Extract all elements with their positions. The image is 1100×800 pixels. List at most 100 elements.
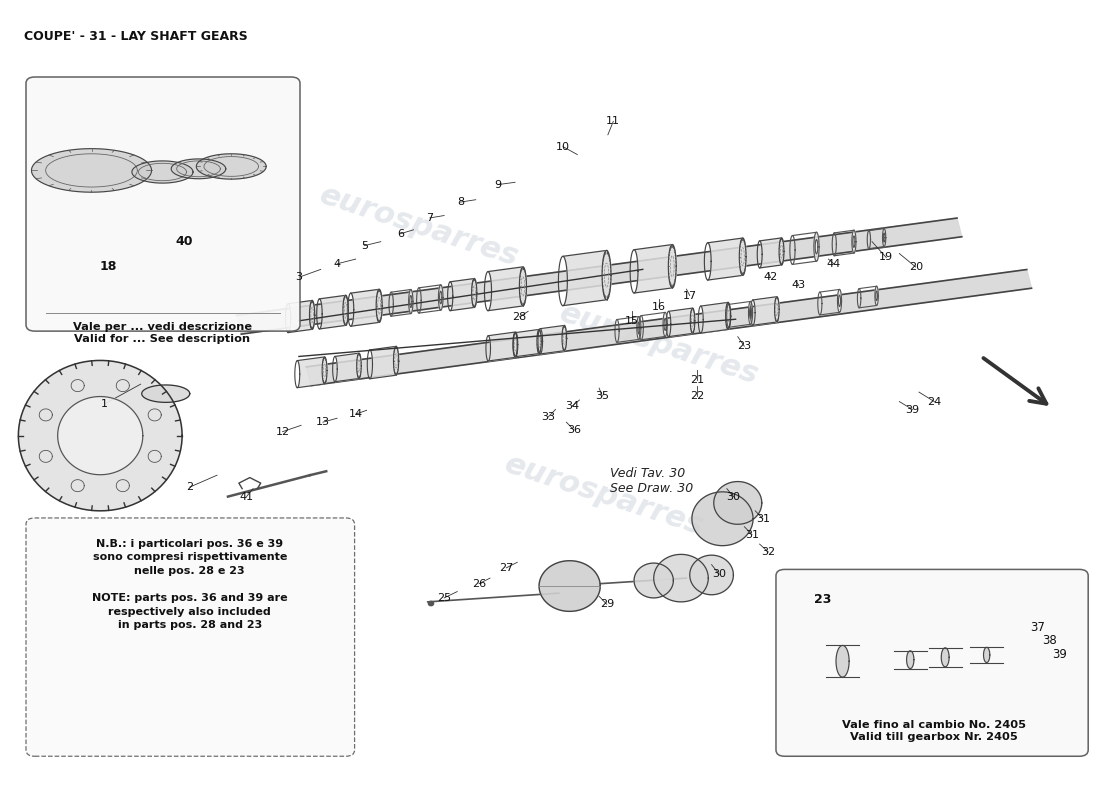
Text: 14: 14: [349, 410, 363, 419]
Polygon shape: [634, 245, 676, 293]
Polygon shape: [288, 301, 315, 333]
Text: 10: 10: [557, 142, 570, 152]
Polygon shape: [942, 648, 949, 666]
Text: 30: 30: [712, 569, 726, 579]
Text: 43: 43: [792, 280, 806, 290]
Text: 19: 19: [879, 253, 893, 262]
Text: 5: 5: [361, 241, 367, 250]
Text: Vale per ... vedi descrizione
Valid for ... See description: Vale per ... vedi descrizione Valid for …: [73, 322, 252, 344]
Text: 16: 16: [652, 302, 667, 311]
Text: 26: 26: [472, 578, 486, 589]
Polygon shape: [343, 295, 349, 326]
Polygon shape: [663, 312, 668, 337]
Text: eurosparres: eurosparres: [556, 298, 762, 390]
Text: 22: 22: [691, 391, 704, 401]
Text: 23: 23: [814, 593, 832, 606]
Text: 24: 24: [927, 397, 942, 406]
FancyBboxPatch shape: [26, 77, 300, 331]
Polygon shape: [883, 233, 886, 242]
Text: COUPE' - 31 - LAY SHAFT GEARS: COUPE' - 31 - LAY SHAFT GEARS: [24, 30, 248, 42]
Polygon shape: [690, 555, 734, 594]
Text: 13: 13: [316, 417, 330, 427]
Polygon shape: [519, 267, 527, 306]
Polygon shape: [774, 297, 779, 322]
Polygon shape: [691, 308, 695, 334]
Polygon shape: [638, 322, 640, 334]
Text: 25: 25: [437, 593, 451, 603]
Polygon shape: [838, 295, 840, 306]
Polygon shape: [309, 301, 315, 330]
Polygon shape: [760, 238, 784, 268]
Text: 34: 34: [564, 402, 579, 411]
Text: 15: 15: [625, 316, 639, 326]
Text: Vedi Tav. 30
See Draw. 30: Vedi Tav. 30 See Draw. 30: [610, 467, 693, 495]
Text: 12: 12: [275, 426, 289, 437]
Text: eurosparres: eurosparres: [316, 180, 522, 272]
Text: 33: 33: [541, 413, 554, 422]
Text: 28: 28: [513, 312, 527, 322]
Polygon shape: [836, 646, 849, 677]
Polygon shape: [370, 346, 398, 378]
Text: 32: 32: [761, 547, 776, 557]
FancyBboxPatch shape: [776, 570, 1088, 756]
Polygon shape: [132, 161, 192, 183]
Text: eurosparres: eurosparres: [502, 449, 708, 541]
Text: 36: 36: [566, 425, 581, 435]
FancyBboxPatch shape: [26, 518, 354, 756]
Polygon shape: [983, 647, 990, 662]
Text: 3: 3: [296, 272, 303, 282]
Polygon shape: [739, 238, 746, 275]
Polygon shape: [539, 561, 601, 611]
Polygon shape: [692, 492, 754, 546]
Text: 1: 1: [101, 399, 108, 409]
Text: 21: 21: [691, 375, 704, 386]
Polygon shape: [351, 290, 382, 326]
Polygon shape: [726, 302, 730, 330]
Text: 27: 27: [499, 563, 514, 573]
Polygon shape: [440, 291, 442, 304]
Polygon shape: [562, 326, 566, 350]
Text: 40: 40: [176, 235, 192, 248]
Polygon shape: [876, 291, 878, 301]
Text: 23: 23: [737, 341, 751, 351]
Polygon shape: [19, 361, 183, 511]
Polygon shape: [634, 563, 673, 598]
Text: 17: 17: [683, 290, 696, 301]
Polygon shape: [537, 330, 541, 354]
Polygon shape: [669, 245, 676, 288]
Polygon shape: [322, 357, 327, 384]
Polygon shape: [707, 238, 746, 280]
Polygon shape: [356, 353, 361, 378]
Polygon shape: [852, 236, 855, 247]
Polygon shape: [815, 239, 817, 254]
Polygon shape: [142, 385, 189, 402]
Polygon shape: [637, 317, 641, 339]
Polygon shape: [306, 270, 1032, 386]
Polygon shape: [376, 290, 382, 322]
Text: 39: 39: [905, 405, 920, 414]
Polygon shape: [701, 302, 730, 333]
Polygon shape: [669, 308, 695, 337]
Polygon shape: [488, 332, 518, 361]
Polygon shape: [439, 285, 443, 310]
Polygon shape: [297, 357, 327, 388]
Polygon shape: [57, 397, 143, 474]
Polygon shape: [172, 159, 225, 178]
Text: 30: 30: [726, 491, 740, 502]
Polygon shape: [32, 149, 152, 192]
Text: 18: 18: [99, 261, 117, 274]
Polygon shape: [450, 278, 477, 310]
Polygon shape: [319, 295, 349, 329]
Polygon shape: [409, 295, 411, 307]
Polygon shape: [664, 318, 667, 330]
Polygon shape: [602, 250, 610, 300]
Polygon shape: [196, 154, 266, 179]
Text: 37: 37: [1031, 621, 1045, 634]
Text: Vale fino al cambio No. 2405
Valid till gearbox Nr. 2405: Vale fino al cambio No. 2405 Valid till …: [843, 720, 1026, 742]
Polygon shape: [514, 332, 518, 358]
Text: 42: 42: [763, 272, 778, 282]
Text: 2: 2: [186, 482, 194, 492]
Polygon shape: [472, 278, 477, 307]
Polygon shape: [837, 290, 842, 312]
Text: 31: 31: [756, 514, 770, 524]
